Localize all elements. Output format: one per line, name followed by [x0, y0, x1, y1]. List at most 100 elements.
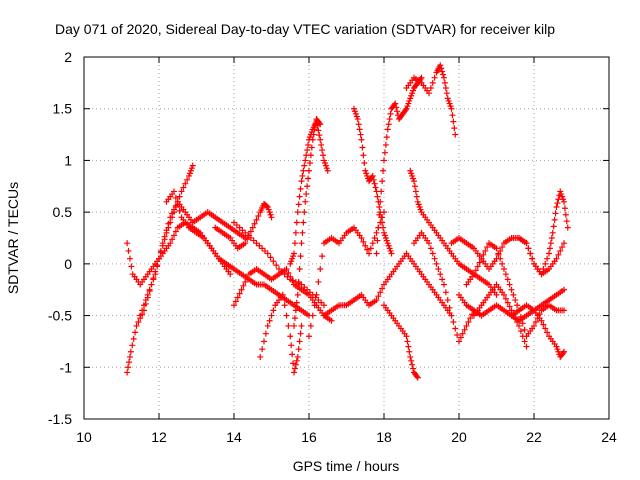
- data-point: [373, 229, 380, 236]
- data-point: [303, 152, 310, 159]
- data-point: [304, 147, 311, 154]
- data-point: [295, 346, 302, 353]
- data-point: [300, 219, 307, 226]
- data-point: [255, 213, 262, 220]
- data-point: [285, 322, 292, 329]
- data-point: [290, 277, 297, 284]
- data-point: [563, 218, 570, 225]
- data-point: [525, 245, 532, 252]
- data-point: [309, 312, 316, 319]
- data-point: [517, 328, 524, 335]
- data-point: [251, 220, 258, 227]
- data-point: [172, 194, 179, 201]
- data-point: [152, 271, 159, 278]
- y-tick-label: 1.5: [53, 101, 73, 117]
- data-point: [403, 333, 410, 340]
- data-point: [519, 333, 526, 340]
- x-axis-label: GPS time / hours: [293, 458, 400, 474]
- data-point: [367, 245, 374, 252]
- data-point: [139, 307, 146, 314]
- data-point: [148, 281, 155, 288]
- data-point: [544, 329, 551, 336]
- data-point: [523, 343, 530, 350]
- data-point: [382, 141, 389, 148]
- data-point: [376, 203, 383, 210]
- data-point: [452, 131, 459, 138]
- data-point: [493, 245, 500, 252]
- data-point: [429, 79, 436, 86]
- data-point: [358, 235, 365, 241]
- data-point: [476, 259, 483, 266]
- data-point: [435, 266, 442, 273]
- series-arc-4: [163, 188, 312, 319]
- data-point: [167, 214, 174, 221]
- data-point: [408, 357, 415, 364]
- data-point: [532, 319, 539, 326]
- data-point: [561, 205, 568, 212]
- data-point: [386, 116, 393, 123]
- data-point: [291, 240, 298, 247]
- data-point: [305, 175, 312, 182]
- data-point: [359, 144, 366, 151]
- data-point: [364, 246, 371, 253]
- data-point: [448, 105, 455, 112]
- data-point: [302, 157, 309, 164]
- data-point: [270, 307, 277, 314]
- data-point: [407, 353, 414, 360]
- data-point: [508, 286, 515, 293]
- data-point: [506, 281, 513, 288]
- x-tick-label: 22: [526, 429, 542, 445]
- data-point: [439, 276, 446, 283]
- data-point: [159, 240, 166, 247]
- data-point: [184, 176, 191, 183]
- data-point: [504, 276, 511, 283]
- data-point: [531, 322, 537, 329]
- data-point: [404, 338, 411, 345]
- data-point: [499, 260, 506, 267]
- data-point: [324, 167, 331, 174]
- data-point: [449, 112, 456, 119]
- data-point: [437, 62, 444, 69]
- data-point: [302, 198, 309, 205]
- data-point: [461, 326, 468, 333]
- data-point: [133, 322, 140, 329]
- data-point: [553, 203, 560, 210]
- data-point: [263, 203, 270, 210]
- data-point: [381, 149, 388, 156]
- data-point: [253, 216, 260, 223]
- data-point: [379, 219, 386, 226]
- data-point: [308, 144, 315, 151]
- data-point: [150, 276, 157, 283]
- data-point: [506, 303, 513, 310]
- data-point: [427, 85, 434, 92]
- data-point: [527, 250, 534, 257]
- data-point: [165, 220, 172, 227]
- series-arc-17: [381, 302, 421, 381]
- data-point: [548, 235, 555, 241]
- data-point: [448, 312, 455, 319]
- data-point: [305, 141, 312, 148]
- y-tick-label: 2: [64, 49, 72, 65]
- data-point: [405, 343, 412, 350]
- data-point: [452, 325, 459, 332]
- data-point: [516, 322, 522, 329]
- data-point: [381, 157, 387, 164]
- data-point: [504, 299, 511, 306]
- data-point: [521, 338, 528, 345]
- data-point: [357, 131, 364, 138]
- data-point: [369, 172, 376, 179]
- data-point: [484, 244, 491, 251]
- data-point: [294, 353, 301, 360]
- data-point: [141, 302, 147, 309]
- data-point: [319, 147, 326, 154]
- data-point: [438, 65, 445, 72]
- data-point: [291, 365, 298, 372]
- y-tick-label: 1: [64, 152, 72, 168]
- data-point: [301, 162, 308, 169]
- data-point: [552, 210, 559, 217]
- data-point: [362, 242, 369, 249]
- data-point: [441, 74, 447, 81]
- data-point: [377, 289, 384, 296]
- data-point: [291, 322, 297, 329]
- data-point: [129, 342, 136, 349]
